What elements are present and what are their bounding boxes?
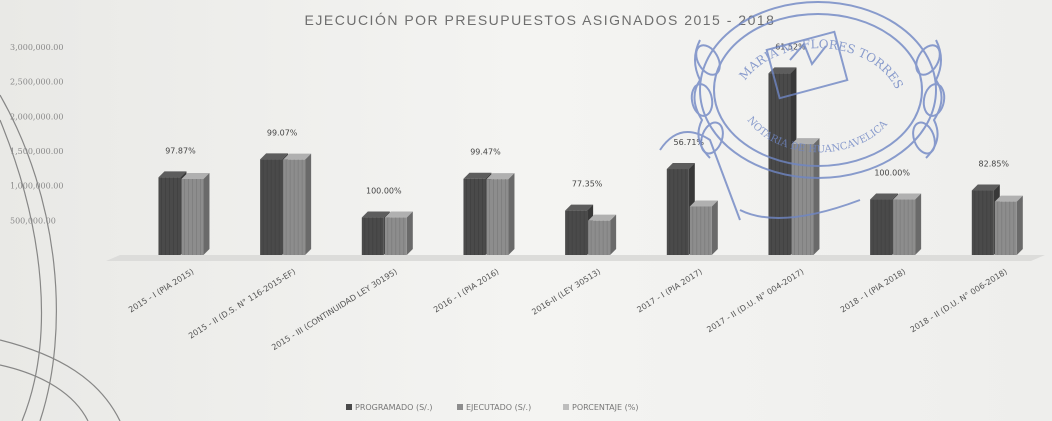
bar-ejecutado <box>893 193 922 255</box>
data-label-percent: 61.52% <box>775 42 806 51</box>
data-label-percent: 97.87% <box>165 146 196 155</box>
bar-ejecutado <box>994 195 1023 255</box>
legend-swatch-programado <box>346 404 352 410</box>
bar-ejecutado <box>588 214 617 255</box>
y-tick-label: 1,500,000.00 <box>10 147 63 156</box>
y-tick-label: 2,000,000.00 <box>10 112 63 121</box>
bar-group <box>106 67 1045 261</box>
legend-label-programado: PROGRAMADO (S/.) <box>355 403 433 412</box>
y-tick-label: 500,000.00 <box>10 216 56 225</box>
chart-title: EJECUCIÓN POR PRESUPUESTOS ASIGNADOS 201… <box>305 12 776 28</box>
data-label-percent: 56.71% <box>674 138 705 147</box>
legend-swatch-ejecutado <box>457 404 463 410</box>
data-label-percent: 100.00% <box>366 187 402 196</box>
decorative-swoosh <box>0 94 121 421</box>
legend-label-ejecutado: EJECUTADO (S/.) <box>466 403 531 412</box>
y-axis: 500,000.00 1,000,000.00 1,500,000.00 2,000,… <box>10 43 63 225</box>
y-tick-label: 3,000,000.00 <box>10 43 63 52</box>
bar-ejecutado <box>486 173 515 255</box>
seal-wreath <box>659 1 946 221</box>
data-label-percent: 100.00% <box>874 169 910 178</box>
data-label-percent: 99.47% <box>470 148 501 157</box>
bar-ejecutado <box>181 173 210 255</box>
bar-ejecutado <box>689 200 718 255</box>
bar-ejecutado <box>283 153 312 255</box>
chart-floor <box>106 255 1045 261</box>
bar-ejecutado <box>791 138 820 255</box>
data-labels: 97.87% 99.07% 100.00% 99.47% 77.35% 56.71% 61.… <box>165 42 1009 195</box>
legend-label-porcentaje: PORCENTAJE (%) <box>572 403 638 412</box>
legend-swatch-porcentaje <box>563 404 569 410</box>
y-tick-label: 1,000,000.00 <box>10 182 63 191</box>
data-label-percent: 99.07% <box>267 128 298 137</box>
bar-ejecutado <box>384 211 413 255</box>
data-label-percent: 77.35% <box>572 180 603 189</box>
data-label-percent: 82.85% <box>979 160 1010 169</box>
y-tick-label: 2,500,000.00 <box>10 78 63 87</box>
legend: PROGRAMADO (S/.) EJECUTADO (S/.) PORCENT… <box>346 403 638 412</box>
